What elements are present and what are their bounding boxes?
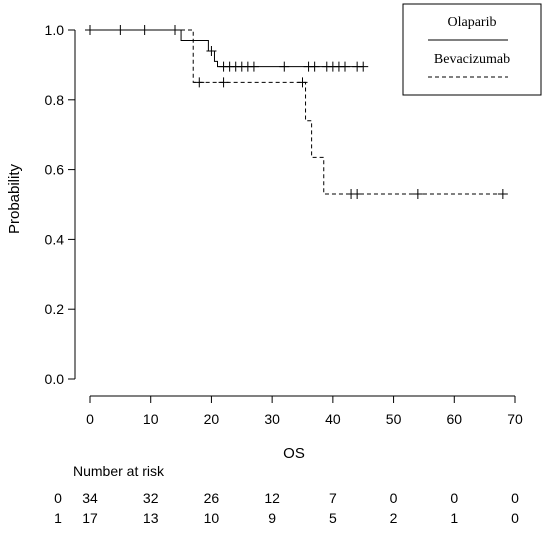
risk-cell: 0 [450,490,458,506]
censor-mark-bevacizumab [497,189,508,200]
censor-mark-olaparib [309,61,320,72]
censor-mark-olaparib [139,25,150,35]
censor-mark-bevacizumab [194,77,205,88]
risk-table: Number at risk 0 34 32 26 12 7 0 0 01 17 13 10 9 5 2 1 0 [54,463,519,526]
risk-row-label: 0 [54,490,62,506]
y-tick-label: 0.4 [45,231,65,247]
x-tick-label: 40 [325,411,341,427]
risk-cell: 26 [204,490,220,506]
curve-bevacizumab [90,29,503,195]
censor-mark-olaparib [248,61,259,72]
censor-marks [85,25,508,200]
legend: Olaparib Bevacizumab [402,3,542,96]
risk-cell: 0 [390,490,398,506]
x-tick-label: 10 [143,411,159,427]
risk-cell: 9 [268,510,276,526]
risk-cell: 5 [329,510,337,526]
censor-mark-olaparib [279,61,290,72]
legend-label-olaparib: Olaparib [448,15,497,30]
x-axis-label: OS [283,445,305,462]
censor-mark-olaparib [340,61,350,72]
risk-cell: 0 [511,510,519,526]
risk-cell: 34 [82,490,98,506]
censor-mark-bevacizumab [297,77,308,88]
risk-cell: 1 [450,510,458,526]
y-tick-label: 0.2 [45,301,65,317]
legend-box [402,3,542,96]
x-tick-label: 70 [507,411,523,427]
risk-cell: 12 [264,490,280,506]
censor-mark-bevacizumab [218,77,229,88]
risk-cell: 0 [511,490,519,506]
risk-cell: 2 [390,510,398,526]
x-tick-label: 0 [86,411,94,427]
risk-cell: 17 [82,510,98,526]
censor-mark-bevacizumab [412,189,423,200]
axes: 0.0 0.2 0.4 0.6 0.8 1.0 0 10 20 30 40 50 60 70 [45,22,523,427]
y-tick-label: 0.6 [45,162,65,178]
x-tick-label: 20 [204,411,220,427]
censor-mark-bevacizumab [352,189,363,200]
risk-cell: 13 [143,510,159,526]
x-tick-label: 60 [446,411,462,427]
censor-mark-olaparib [358,61,369,72]
risk-rows: 0 34 32 26 12 7 0 0 01 17 13 10 9 5 2 1 0 [54,490,519,526]
risk-table-title: Number at risk [73,463,165,479]
risk-cell: 10 [204,510,220,526]
x-tick-label: 50 [386,411,402,427]
legend-label-bevacizumab: Bevacizumab [434,52,510,67]
censor-mark-olaparib [85,25,95,35]
x-tick-label: 30 [264,411,280,427]
censor-mark-olaparib [206,45,217,56]
curve-olaparib [90,29,364,68]
y-tick-label: 0.8 [45,92,65,108]
risk-row-label: 1 [54,510,62,526]
y-tick-label: 0.0 [45,371,65,387]
censor-mark-olaparib [115,25,126,35]
y-tick-label: 1.0 [45,22,65,38]
y-axis-label: Probability [6,163,23,234]
risk-cell: 7 [329,490,337,506]
risk-cell: 32 [143,490,159,506]
censor-mark-olaparib [170,25,180,35]
